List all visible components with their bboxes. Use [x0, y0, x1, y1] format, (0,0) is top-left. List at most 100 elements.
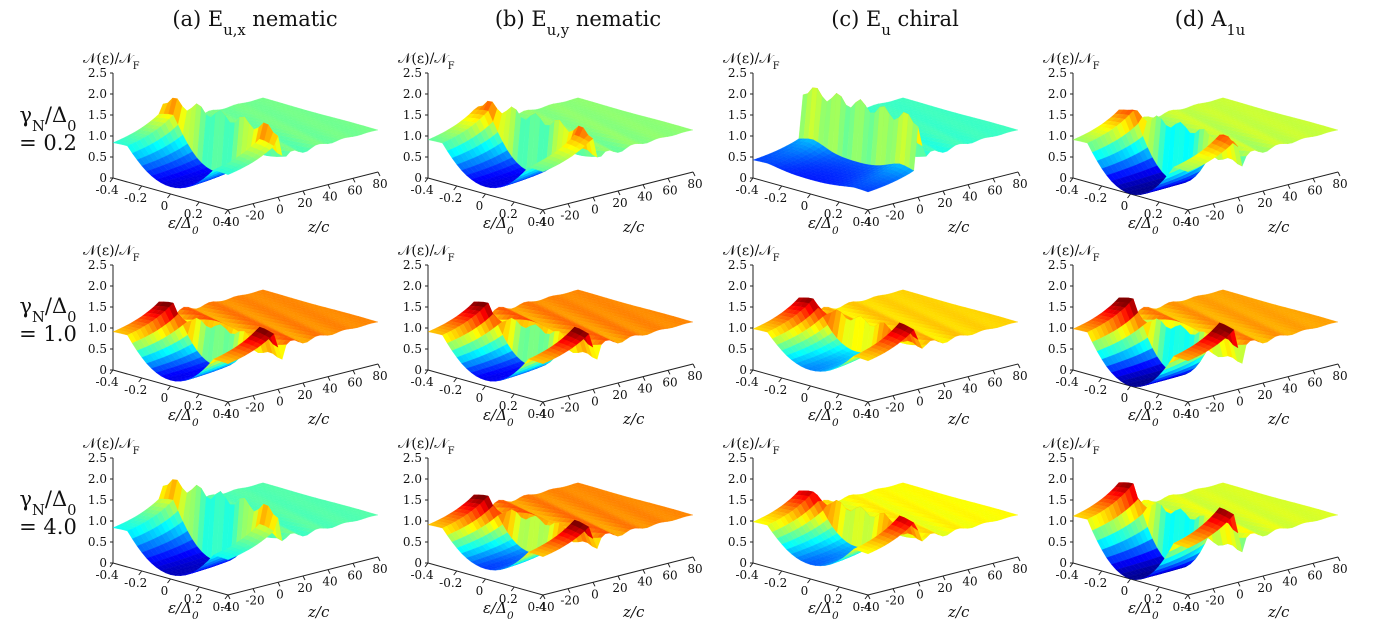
y-tick-label: -20 [245, 209, 264, 223]
y-tick-label: -40 [220, 407, 239, 421]
x-tick-mark [1155, 201, 1160, 207]
y-tick-label: 20 [612, 388, 627, 402]
row-labels: γN/Δ0= 0.2γN/Δ0= 1.0γN/Δ0= 4.0 [19, 103, 77, 539]
y-tick-mark [227, 401, 231, 407]
y-tick-label: 60 [1307, 183, 1322, 197]
y-tick-mark [692, 171, 696, 177]
surface-panel: 00.51.01.52.02.5𝒩(ε)/𝒩F-0.4-0.200.20.4ε/… [723, 51, 1028, 237]
x-tick-label: 0 [161, 199, 169, 213]
z-tick-label: 2.0 [728, 87, 747, 101]
y-tick-label: -40 [1180, 215, 1199, 229]
y-tick-mark [617, 190, 621, 196]
y-tick-mark [302, 382, 306, 388]
z-tick-label: 1.0 [1048, 129, 1067, 143]
y-tick-mark [942, 190, 946, 196]
y-tick-mark [352, 178, 356, 183]
y-tick-mark [252, 203, 256, 208]
x-tick-mark [224, 401, 229, 407]
y-tick-mark [1017, 171, 1021, 177]
y-axis-label: z/c [307, 410, 330, 428]
z-tick-label: 0 [99, 171, 107, 185]
y-tick-mark [567, 203, 571, 208]
y-tick-label: -40 [860, 215, 879, 229]
y-tick-label: 80 [687, 369, 702, 383]
y-tick-mark [377, 363, 381, 369]
surface-mesh [112, 97, 379, 189]
y-tick-label: 80 [372, 177, 387, 191]
y-tick-label: -20 [885, 209, 904, 223]
y-tick-label: 40 [637, 382, 652, 396]
x-tick-mark [510, 201, 515, 207]
y-axis-label: z/c [622, 410, 645, 428]
x-tick-label: 0.4 [212, 215, 231, 229]
x-tick-label: -0.2 [124, 383, 147, 397]
y-axis-label: z/c [622, 218, 645, 236]
x-tick-mark [1184, 209, 1189, 215]
x-tick-label: 0 [476, 199, 484, 213]
z-tick-label: 1.5 [1048, 108, 1067, 122]
x-tick-mark [749, 177, 754, 183]
y-tick-mark [302, 190, 306, 196]
y-axis-label: z/c [307, 218, 330, 236]
y-tick-label: 80 [1012, 177, 1027, 191]
z-tick-label: 2.0 [403, 87, 422, 101]
row-label-parameter: γN/Δ0 [19, 103, 76, 135]
x-tick-mark [424, 177, 429, 183]
x-tick-label: 0.2 [184, 207, 203, 221]
z-tick-label: 1.0 [88, 321, 107, 335]
x-tick-mark [864, 209, 869, 215]
z-tick-label: 2.0 [1048, 87, 1067, 101]
y-tick-mark [1262, 190, 1266, 196]
z-tick-label: 2.5 [403, 66, 422, 80]
z-tick-label: 0.5 [88, 150, 107, 164]
y-tick-mark [1212, 203, 1216, 208]
y-tick-label: 60 [662, 375, 677, 389]
y-tick-label: 0 [916, 202, 924, 216]
row-label-value: = 0.2 [19, 131, 77, 155]
z-tick-label: 1.5 [403, 300, 422, 314]
x-tick-label: -0.4 [95, 183, 119, 197]
z-tick-label: 1.5 [88, 108, 107, 122]
surface-panels: 00.51.01.52.02.5𝒩(ε)/𝒩F-0.4-0.200.20.4ε/… [83, 51, 1348, 622]
z-tick-label: 0.5 [88, 342, 107, 356]
y-tick-mark [592, 197, 596, 202]
x-tick-mark [453, 377, 458, 383]
y-tick-label: 20 [297, 388, 312, 402]
x-tick-mark [778, 185, 783, 191]
z-tick-label: 2.5 [728, 66, 747, 80]
z-tick-label: 0.5 [403, 150, 422, 164]
surface-panel: 00.51.01.52.02.5𝒩(ε)/𝒩F-0.4-0.200.20.4ε/… [83, 243, 388, 429]
y-tick-label: 40 [962, 190, 977, 204]
x-tick-label: -0.4 [1055, 183, 1079, 197]
x-tick-label: -0.4 [410, 375, 434, 389]
y-tick-mark [667, 370, 671, 375]
z-tick-label: 0.5 [728, 150, 747, 164]
y-tick-label: 60 [987, 183, 1002, 197]
y-tick-mark [967, 184, 971, 189]
x-tick-label: -0.2 [439, 191, 462, 205]
z-tick-label: 2.5 [88, 258, 107, 272]
z-tick-label: 0.5 [403, 342, 422, 356]
y-axis-label: z/c [947, 218, 970, 236]
surface-panel: 00.51.01.52.02.5𝒩(ε)/𝒩F-0.4-0.200.20.4ε/… [1043, 51, 1348, 237]
x-tick-label: 0 [801, 199, 809, 213]
y-tick-mark [327, 376, 331, 381]
z-tick-label: 1.0 [403, 321, 422, 335]
y-tick-mark [1187, 209, 1191, 215]
column-title: (d) A1u [1175, 7, 1245, 39]
y-tick-mark [277, 389, 281, 394]
x-tick-mark [138, 185, 143, 191]
y-tick-label: 60 [347, 183, 362, 197]
x-tick-label: -0.2 [439, 383, 462, 397]
y-tick-label: 80 [687, 177, 702, 191]
y-tick-label: 20 [612, 196, 627, 210]
x-tick-mark [167, 193, 171, 199]
row-label-value: = 1.0 [19, 322, 77, 346]
z-tick-label: 1.5 [403, 108, 422, 122]
y-tick-label: 40 [637, 190, 652, 204]
surface-mesh [752, 87, 1019, 193]
y-tick-mark [917, 197, 921, 202]
z-tick-label: 1.0 [403, 129, 422, 143]
y-tick-mark [542, 401, 546, 407]
surface-mesh [112, 289, 379, 382]
